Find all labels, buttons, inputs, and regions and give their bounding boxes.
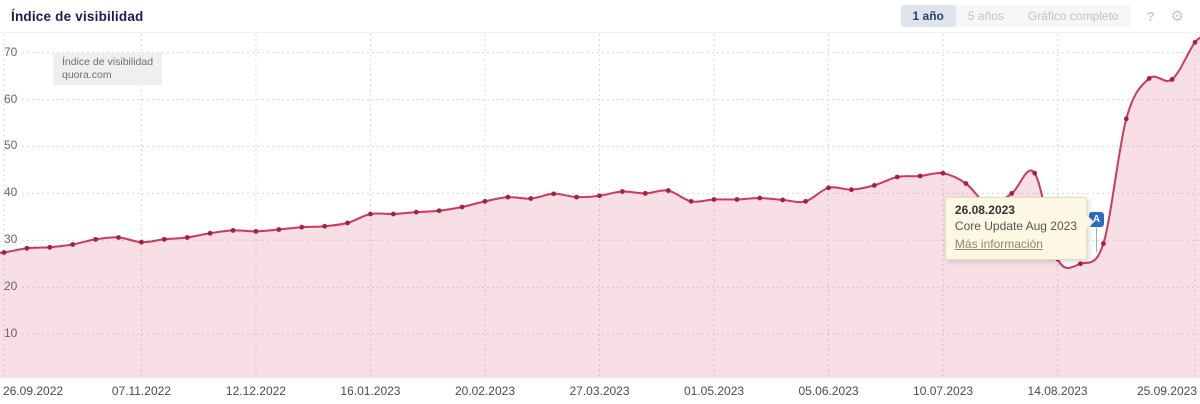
- y-axis-label: 40: [4, 185, 18, 200]
- x-axis-label: 05.06.2023: [798, 384, 859, 398]
- y-axis-label: 30: [4, 232, 18, 247]
- y-axis-label: 60: [4, 91, 18, 106]
- y-axis-label: 10: [4, 326, 18, 341]
- range-button-full-chart[interactable]: Gráfico completo: [1016, 5, 1131, 27]
- time-range-switcher: 1 año 5 años Gráfico completo: [900, 5, 1131, 27]
- help-icon[interactable]: ?: [1146, 8, 1155, 24]
- legend-metric-label: Índice de visibilidad: [62, 56, 154, 68]
- y-axis-label: 70: [4, 44, 18, 59]
- chart-region: 10 20 30 40 50 60 70 Índice de visibilidad quo…: [0, 34, 1200, 378]
- chart-legend: Índice de visibilidad quora.com: [53, 53, 163, 85]
- x-axis-label: 27.03.2023: [569, 384, 630, 398]
- header-controls: 1 año 5 años Gráfico completo ? ⚙: [900, 5, 1184, 27]
- y-axis-label: 50: [4, 138, 18, 153]
- y-axis-label: 20: [4, 279, 18, 294]
- range-button-1-year[interactable]: 1 año: [900, 5, 956, 27]
- visibility-chart[interactable]: [0, 34, 1200, 378]
- x-axis-label: 25.09.2023: [1136, 384, 1197, 398]
- x-axis-label: 16.01.2023: [340, 384, 401, 398]
- tooltip-date: 26.08.2023: [954, 203, 1015, 217]
- page-title: Índice de visibilidad: [11, 8, 144, 24]
- gear-icon[interactable]: ⚙: [1170, 7, 1184, 25]
- x-axis: 26.09.2022 07.11.2022 12.12.2022 16.01.2023…: [0, 378, 1200, 404]
- x-axis-label: 20.02.2023: [454, 384, 515, 398]
- x-axis-label: 14.08.2023: [1027, 384, 1088, 398]
- widget-header: Índice de visibilidad 1 año 5 años Gráfi…: [0, 0, 1200, 33]
- x-axis-label: 10.07.2023: [913, 384, 974, 398]
- range-button-5-years[interactable]: 5 años: [956, 5, 1016, 27]
- x-axis-label: 07.11.2022: [111, 384, 172, 398]
- legend-domain-label: quora.com: [62, 68, 112, 81]
- tooltip-more-info-link[interactable]: Más información: [954, 237, 1043, 251]
- tooltip-event-title: Core Update Aug 2023: [954, 219, 1077, 233]
- event-marker-line: [1096, 228, 1097, 252]
- x-axis-label: 01.05.2023: [683, 384, 745, 398]
- x-axis-label: 12.12.2022: [225, 384, 286, 398]
- x-axis-label: 26.09.2022: [3, 384, 64, 398]
- event-tooltip: 26.08.2023 Core Update Aug 2023 Más info…: [944, 197, 1094, 260]
